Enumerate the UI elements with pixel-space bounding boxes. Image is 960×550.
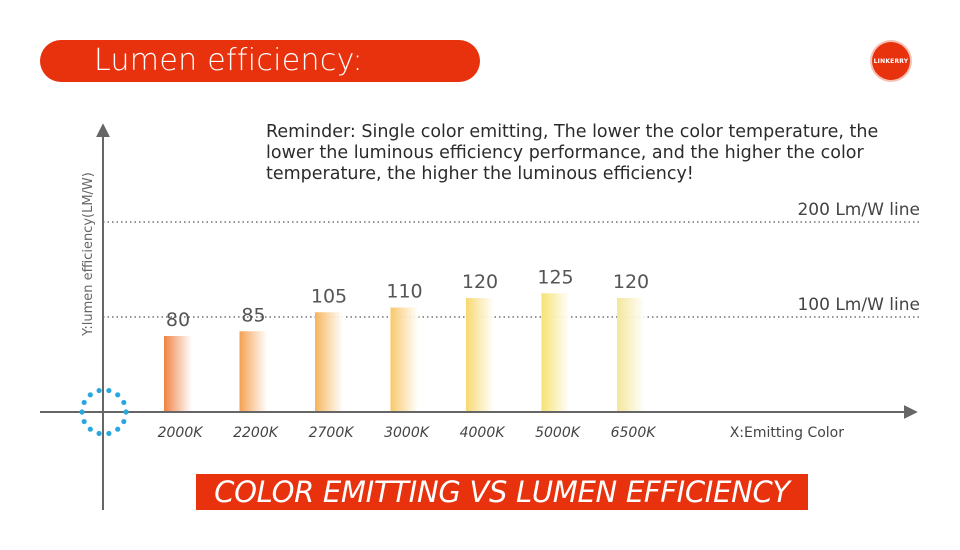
reference-line-label-200: 200 Lm/W line [797, 200, 920, 220]
origin-dot [115, 426, 121, 432]
origin-dot [79, 409, 85, 415]
x-axis-label: X:Emitting Color [730, 425, 845, 441]
bar-3000K [390, 307, 419, 412]
y-axis-label: Y:lumen efficiency(LM/W) [81, 172, 96, 337]
data-label-2700K: 105 [311, 285, 347, 307]
title-banner: Lumen efficiency: [40, 40, 480, 82]
x-tick-label-3000K: 3000K [384, 425, 431, 441]
logo-text: LINKERRY [873, 57, 909, 65]
data-label-4000K: 120 [462, 271, 498, 293]
origin-dot [121, 418, 127, 425]
bar-5000K [541, 293, 570, 412]
origin-dot [106, 387, 112, 394]
bar-2700K [315, 312, 343, 412]
origin-dot [81, 418, 87, 425]
bar-6500K [617, 298, 645, 412]
reminder-text: Reminder: Single color emitting, The low… [266, 122, 879, 184]
bar-2000K [164, 336, 192, 412]
x-tick-label-4000K: 4000K [460, 425, 507, 441]
chart-caption-banner: COLOR EMITTING VS LUMEN EFFICIENCY [196, 474, 808, 510]
page-title: Lumen efficiency: [94, 43, 363, 78]
x-tick-label-2000K: 2000K [158, 425, 205, 441]
bar-2200K [239, 331, 268, 412]
origin-dot [106, 430, 112, 437]
x-tick-label-6500K: 6500K [611, 425, 658, 441]
data-label-5000K: 125 [537, 266, 573, 288]
origin-dot [96, 430, 102, 437]
data-label-2200K: 85 [241, 304, 265, 326]
x-tick-label-5000K: 5000K [535, 425, 582, 441]
origin-dot [87, 426, 93, 432]
origin-dot [123, 409, 129, 415]
origin-dot [81, 399, 87, 406]
origin-dot [115, 392, 121, 398]
data-label-3000K: 110 [386, 281, 422, 303]
origin-dot [121, 399, 127, 406]
x-tick-label-2200K: 2200K [233, 425, 280, 441]
data-label-6500K: 120 [613, 271, 649, 293]
data-label-2000K: 80 [166, 309, 190, 331]
origin-dot [87, 392, 93, 398]
x-tick-label-2700K: 2700K [309, 425, 356, 441]
bar-4000K [466, 298, 494, 412]
reference-line-label-100: 100 Lm/W line [797, 295, 920, 315]
origin-dot [96, 387, 102, 394]
brand-logo: LINKERRY [872, 42, 910, 80]
